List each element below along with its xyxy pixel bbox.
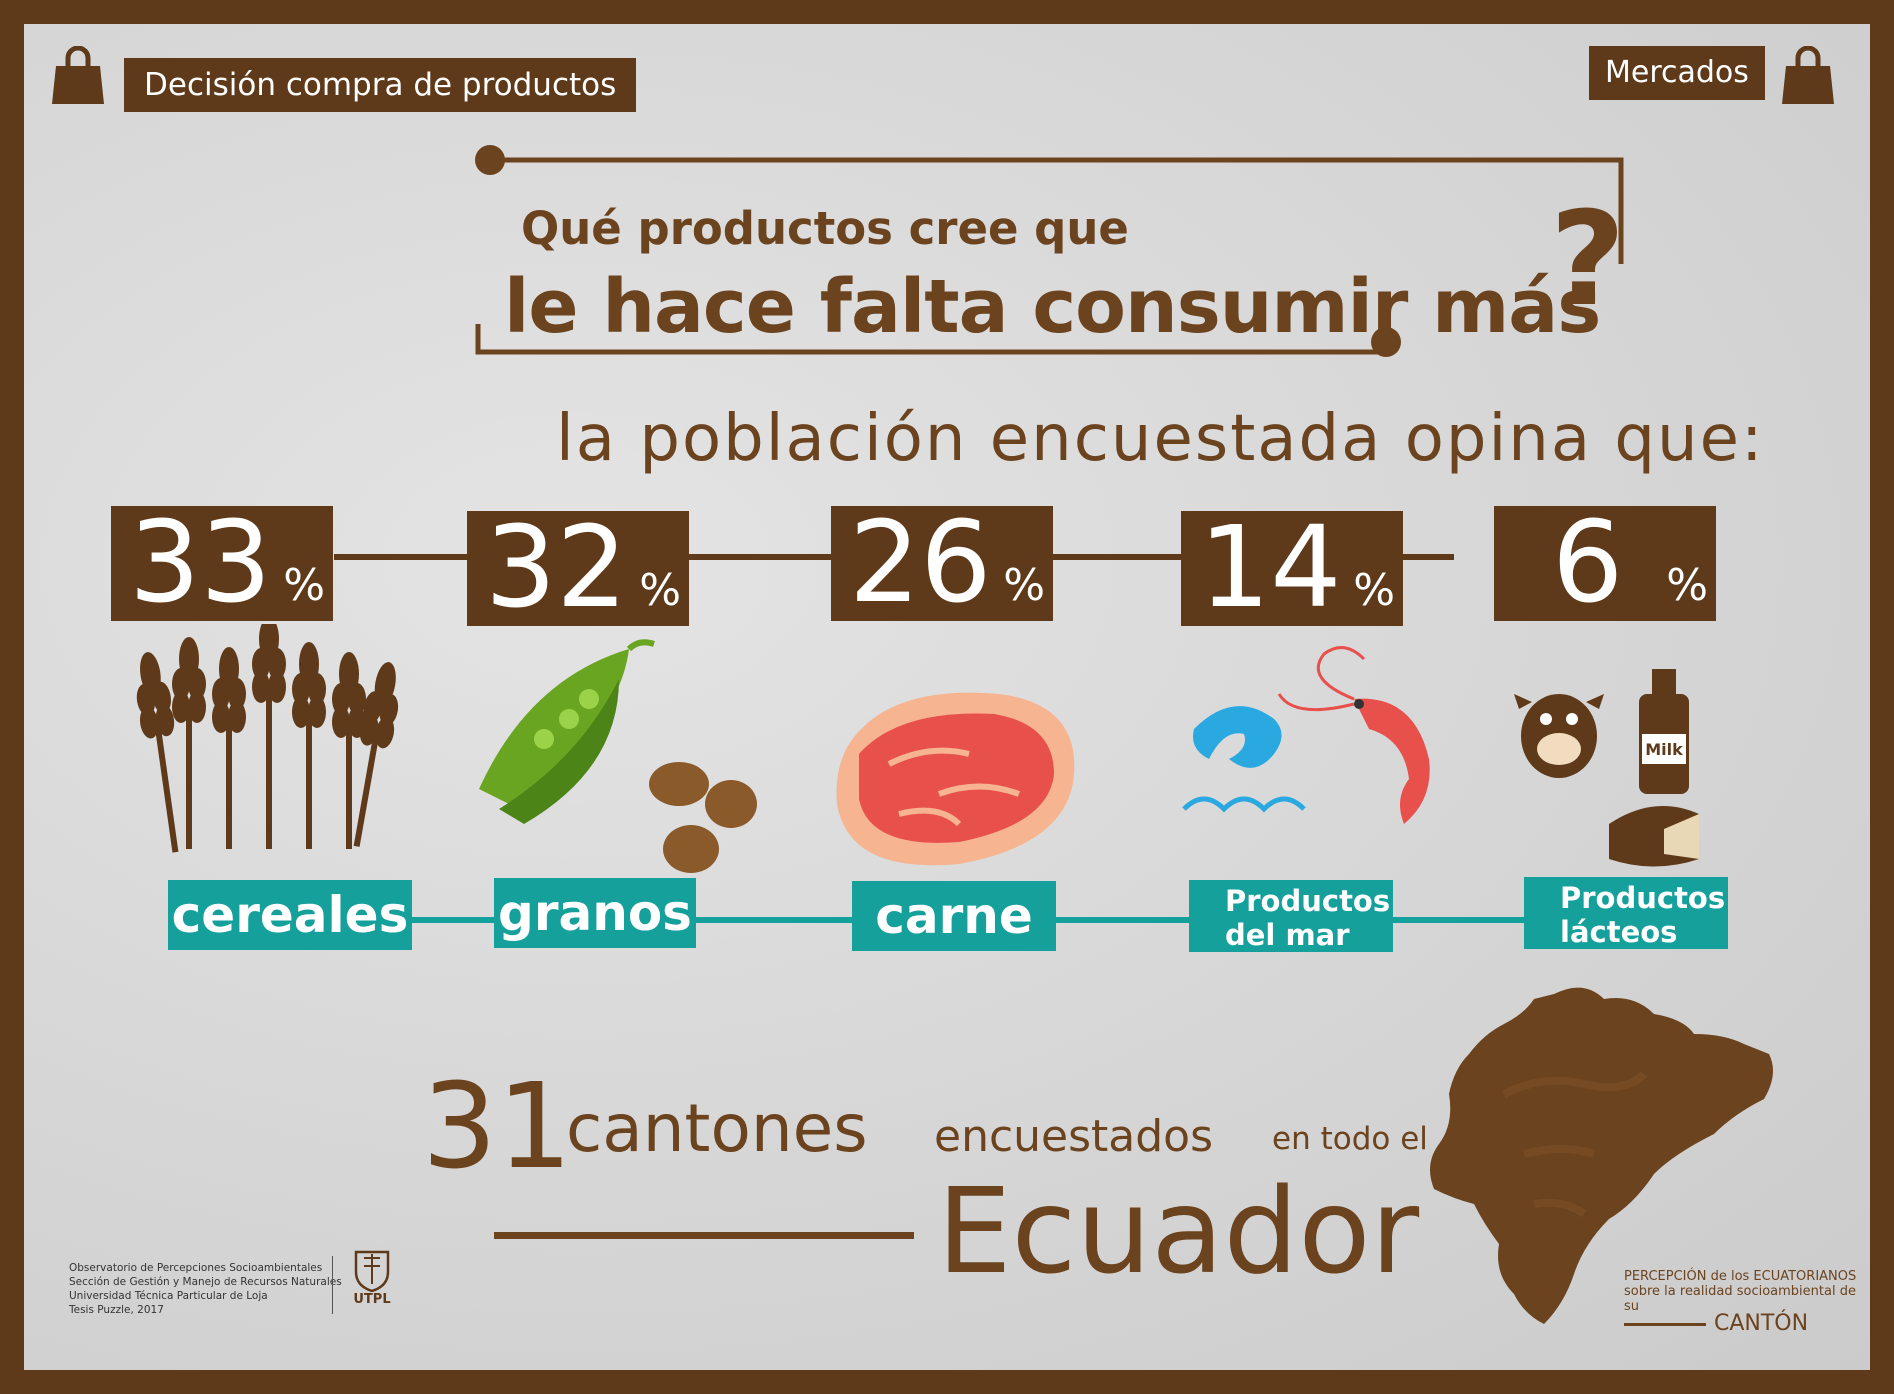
- percentage-value: 26: [849, 498, 992, 628]
- category-label: granos: [494, 878, 696, 948]
- category-label: carne: [852, 881, 1056, 951]
- brand-divider: [1624, 1323, 1706, 1326]
- percent-symbol: %: [1666, 560, 1708, 611]
- canton-count: 31: [422, 1057, 573, 1195]
- pea-pod-bean-icon: [479, 639, 757, 873]
- percentage-box: 33 %: [111, 498, 333, 628]
- category-label: cereales: [168, 880, 412, 950]
- credits-divider: [332, 1256, 333, 1314]
- category-label-line-1: Productos: [1560, 881, 1726, 915]
- fish-shrimp-icon: [1182, 646, 1430, 824]
- percentage-box: 6 %: [1494, 498, 1716, 628]
- brand-logo: PERCEPCIÓN de los ECUATORIANOS sobre la …: [1624, 1269, 1870, 1336]
- percentage-value: 6: [1552, 498, 1624, 628]
- question-line-2: le hace falta consumir más: [504, 264, 1601, 350]
- question-mark: ?: [1550, 183, 1626, 335]
- brand-line-2: sobre la realidad socioambiental de su: [1624, 1284, 1856, 1314]
- crest-icon: [354, 1250, 390, 1292]
- percent-symbol: %: [283, 560, 325, 611]
- category-label-line-1: Productos: [1225, 884, 1391, 918]
- section-tag: Decisión compra de productos: [124, 58, 637, 112]
- svg-text:Milk: Milk: [1645, 740, 1683, 759]
- subtitle: la población encuestada opina que:: [556, 402, 1765, 476]
- percentage-value: 33: [129, 498, 272, 628]
- utpl-logo: UTPL: [344, 1244, 400, 1307]
- shopping-bag-icon: [52, 46, 104, 104]
- credit-line: Observatorio de Percepciones Socioambien…: [69, 1262, 323, 1274]
- country-label: Ecuador: [937, 1162, 1420, 1300]
- category-label-line-2: lácteos: [1560, 915, 1678, 949]
- ecuador-map-icon: [1430, 987, 1773, 1324]
- percentage-box: 32 %: [467, 503, 689, 633]
- percentage-box: 14 %: [1181, 503, 1403, 633]
- cantons-label: cantones: [566, 1090, 868, 1167]
- question-line-1: Qué productos cree que: [521, 202, 1129, 255]
- surveyed-label: encuestados: [934, 1111, 1214, 1162]
- utpl-label: UTPL: [353, 1292, 391, 1307]
- credit-line: Universidad Técnica Particular de Loja: [69, 1290, 268, 1302]
- category-label: Productos lácteos: [1524, 877, 1728, 949]
- cow-milk-cheese-icon: Milk: [1514, 669, 1699, 867]
- percent-symbol: %: [1353, 565, 1395, 616]
- infographic-canvas: Decisión compra de productos Mercados Qu…: [24, 24, 1870, 1370]
- divider: [494, 1232, 914, 1239]
- brand-line-3: CANTÓN: [1714, 1311, 1809, 1336]
- credit-line: Sección de Gestión y Manejo de Recursos …: [69, 1276, 342, 1288]
- meat-steak-icon: [836, 692, 1075, 866]
- shopping-bag-icon: [1782, 46, 1834, 104]
- across-label: en todo el: [1272, 1121, 1428, 1157]
- question-bracket: [475, 145, 1624, 357]
- percent-symbol: %: [639, 565, 681, 616]
- credits: Observatorio de Percepciones Socioambien…: [69, 1261, 342, 1317]
- percentage-value: 14: [1199, 503, 1342, 633]
- wheat-icon: [136, 624, 399, 853]
- category-label-line-2: del mar: [1225, 918, 1350, 952]
- topic-tag: Mercados: [1589, 46, 1765, 100]
- percentage-value: 32: [485, 503, 628, 633]
- percent-symbol: %: [1003, 560, 1045, 611]
- brand-line-1: PERCEPCIÓN de los ECUATORIANOS: [1624, 1269, 1857, 1284]
- credit-line: Tesis Puzzle, 2017: [69, 1304, 164, 1316]
- percentage-box: 26 %: [831, 498, 1053, 628]
- category-label: Productos del mar: [1189, 880, 1393, 952]
